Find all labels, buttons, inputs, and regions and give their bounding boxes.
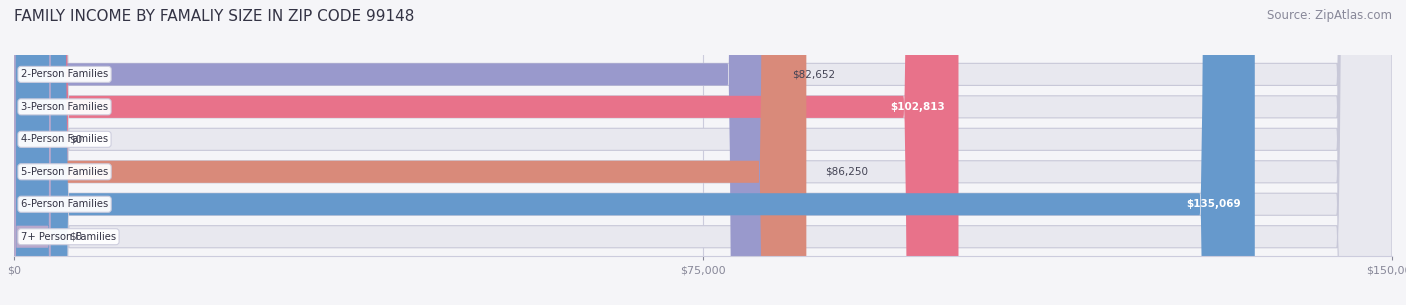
FancyBboxPatch shape	[14, 0, 807, 305]
Text: 5-Person Families: 5-Person Families	[21, 167, 108, 177]
FancyBboxPatch shape	[14, 0, 1254, 305]
FancyBboxPatch shape	[14, 0, 1392, 305]
FancyBboxPatch shape	[14, 0, 1392, 305]
FancyBboxPatch shape	[14, 0, 1392, 305]
Text: $86,250: $86,250	[825, 167, 868, 177]
Text: FAMILY INCOME BY FAMALIY SIZE IN ZIP CODE 99148: FAMILY INCOME BY FAMALIY SIZE IN ZIP COD…	[14, 9, 415, 24]
Text: 4-Person Families: 4-Person Families	[21, 134, 108, 144]
FancyBboxPatch shape	[14, 0, 1392, 305]
FancyBboxPatch shape	[14, 0, 959, 305]
FancyBboxPatch shape	[14, 0, 51, 305]
Text: 2-Person Families: 2-Person Families	[21, 69, 108, 79]
FancyBboxPatch shape	[14, 0, 773, 305]
FancyBboxPatch shape	[14, 0, 51, 305]
FancyBboxPatch shape	[14, 0, 1392, 305]
Text: 6-Person Families: 6-Person Families	[21, 199, 108, 209]
Text: $0: $0	[69, 232, 83, 242]
Text: $102,813: $102,813	[890, 102, 945, 112]
Text: $135,069: $135,069	[1187, 199, 1241, 209]
Text: Source: ZipAtlas.com: Source: ZipAtlas.com	[1267, 9, 1392, 22]
Text: $82,652: $82,652	[792, 69, 835, 79]
Text: 3-Person Families: 3-Person Families	[21, 102, 108, 112]
Text: $0: $0	[69, 134, 83, 144]
FancyBboxPatch shape	[14, 0, 1392, 305]
Text: 7+ Person Families: 7+ Person Families	[21, 232, 117, 242]
